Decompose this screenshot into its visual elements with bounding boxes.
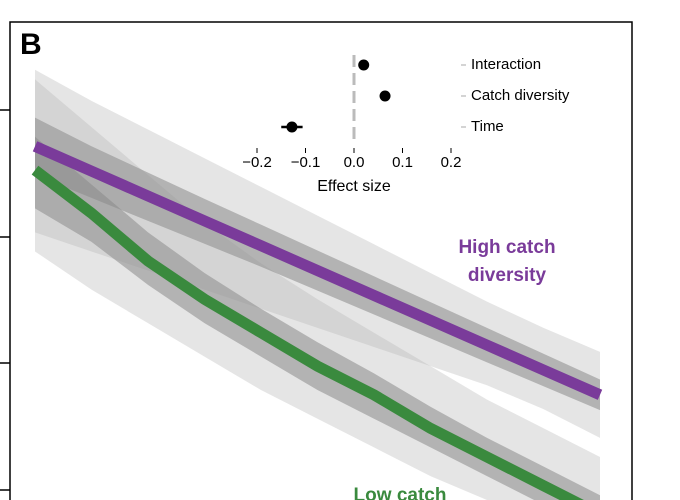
x-tick-label: −0.2 — [242, 154, 272, 171]
panel-label: B — [20, 28, 42, 61]
effect-point — [358, 59, 370, 71]
inset: −0.2 −0.1 0.0 0.1 0.2 Effect size Interaction C… — [242, 55, 570, 195]
series-label: High catch diversity — [458, 237, 556, 286]
x-axis-label: Effect size — [317, 178, 391, 195]
trend-line — [31, 165, 584, 500]
ribbon — [35, 79, 600, 500]
category-label: Time — [471, 118, 504, 135]
frame — [0, 21, 633, 500]
plot-area — [31, 69, 603, 500]
category-label: Interaction — [471, 56, 541, 73]
axes-frame — [9, 21, 633, 500]
x-tick-label: 0.2 — [441, 154, 462, 171]
x-tick-label: 0.0 — [344, 154, 365, 171]
x-tick-label: −0.1 — [291, 154, 321, 171]
category-label: Catch diversity — [471, 87, 570, 104]
series-label: Low catch — [353, 485, 447, 500]
effect-point — [286, 121, 298, 133]
effect-point — [379, 90, 391, 102]
trend-line — [32, 141, 603, 400]
x-tick-label: 0.1 — [392, 154, 413, 171]
